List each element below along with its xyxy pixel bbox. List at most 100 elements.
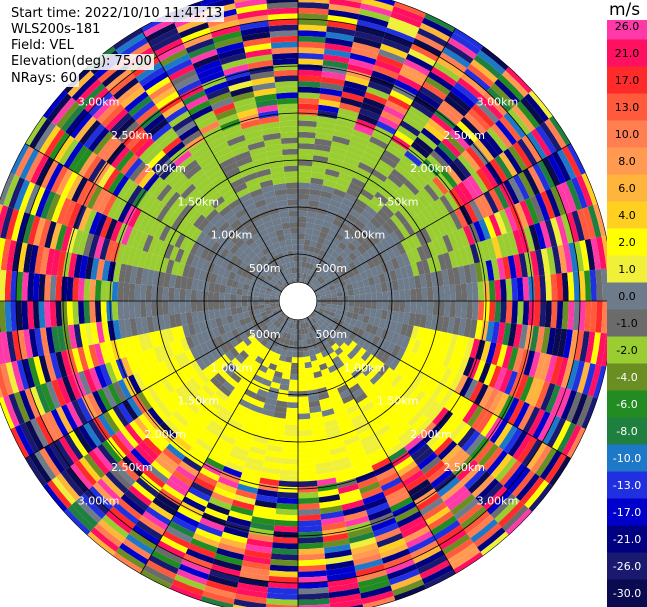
velocity-gate [394, 422, 412, 438]
velocity-gate [55, 301, 63, 327]
velocity-gate [447, 542, 478, 565]
velocity-gate [357, 476, 379, 489]
velocity-gate [542, 415, 561, 445]
colorbar-tick-label: 13.0 [615, 101, 640, 114]
velocity-gate [230, 357, 242, 369]
velocity-gate [519, 200, 535, 227]
velocity-gate [367, 81, 393, 95]
velocity-gate [189, 395, 204, 410]
colorbar-tick-label: 26.0 [615, 20, 640, 33]
velocity-gate [398, 363, 411, 378]
velocity-gate [172, 469, 194, 487]
velocity-gate [357, 574, 389, 588]
velocity-gate [298, 216, 307, 223]
velocity-gate [401, 63, 428, 82]
velocity-gate [133, 372, 147, 392]
velocity-gate [281, 452, 298, 459]
velocity-gate [478, 361, 492, 384]
velocity-gate [485, 416, 504, 441]
velocity-gate [279, 474, 298, 482]
velocity-gate [411, 171, 428, 188]
velocity-gate [271, 422, 286, 431]
velocity-gate [396, 187, 412, 203]
velocity-gate [96, 258, 105, 281]
velocity-gate [360, 380, 374, 393]
velocity-gate [371, 517, 397, 532]
velocity-gate [457, 318, 467, 337]
velocity-gate [423, 123, 446, 142]
velocity-gate [215, 255, 225, 267]
velocity-gate [469, 263, 478, 283]
velocity-gate [298, 486, 319, 493]
velocity-gate [386, 563, 418, 580]
velocity-gate [466, 301, 473, 320]
velocity-gate [324, 327, 332, 335]
velocity-gate [120, 225, 134, 246]
velocity-gate [415, 301, 423, 314]
velocity-gate [471, 474, 495, 498]
velocity-gate [430, 468, 453, 489]
velocity-gate [269, 30, 298, 38]
velocity-gate [184, 238, 196, 253]
velocity-gate [250, 152, 268, 162]
velocity-gate [121, 245, 132, 265]
velocity-gate [390, 244, 402, 258]
velocity-gate [188, 139, 208, 155]
velocity-gate [298, 474, 317, 482]
velocity-gate [175, 218, 189, 234]
velocity-gate [429, 222, 443, 240]
velocity-gate [289, 322, 294, 329]
velocity-gate [49, 222, 62, 250]
velocity-gate [318, 494, 341, 503]
velocity-gate [365, 293, 372, 301]
velocity-gate [308, 400, 321, 408]
velocity-gate [245, 135, 264, 146]
velocity-gate [473, 220, 486, 242]
velocity-gate [185, 224, 198, 239]
velocity-gate [373, 317, 381, 328]
velocity-gate [478, 443, 499, 468]
velocity-gate [419, 559, 451, 580]
velocity-gate [252, 82, 276, 92]
velocity-gate [148, 81, 174, 101]
velocity-gate [323, 239, 332, 248]
velocity-gate [60, 470, 85, 498]
velocity-gate [230, 301, 237, 309]
velocity-gate [298, 345, 304, 352]
velocity-gate [75, 78, 102, 105]
velocity-gate [394, 377, 408, 392]
velocity-gate [452, 266, 461, 285]
velocity-gate [113, 463, 136, 486]
velocity-gate [280, 463, 298, 471]
velocity-gate [341, 393, 355, 405]
velocity-gate [313, 449, 331, 459]
velocity-gate [215, 107, 238, 121]
velocity-gate [87, 531, 116, 556]
velocity-gate [63, 433, 84, 461]
velocity-gate [413, 313, 422, 327]
velocity-gate [178, 563, 210, 580]
velocity-gate [247, 532, 274, 543]
velocity-gate [306, 338, 312, 346]
velocity-gate [210, 491, 234, 505]
velocity-gate [334, 282, 341, 289]
velocity-gate [511, 104, 536, 132]
velocity-gate [381, 38, 411, 54]
velocity-gate [99, 342, 111, 364]
velocity-gate [44, 444, 66, 474]
velocity-gate [222, 123, 243, 137]
velocity-gate [217, 266, 226, 277]
velocity-gate [328, 284, 336, 291]
velocity-gate [248, 227, 259, 238]
velocity-gate [71, 229, 84, 255]
velocity-gate [168, 414, 185, 431]
velocity-gate [443, 285, 451, 301]
velocity-gate [335, 287, 343, 293]
velocity-gate [132, 335, 143, 354]
velocity-gate [0, 396, 15, 430]
velocity-gate [73, 323, 83, 348]
velocity-gate [298, 52, 324, 60]
velocity-gate [593, 365, 607, 399]
velocity-gate [277, 103, 298, 111]
range-ring-label: 500m [249, 262, 281, 275]
